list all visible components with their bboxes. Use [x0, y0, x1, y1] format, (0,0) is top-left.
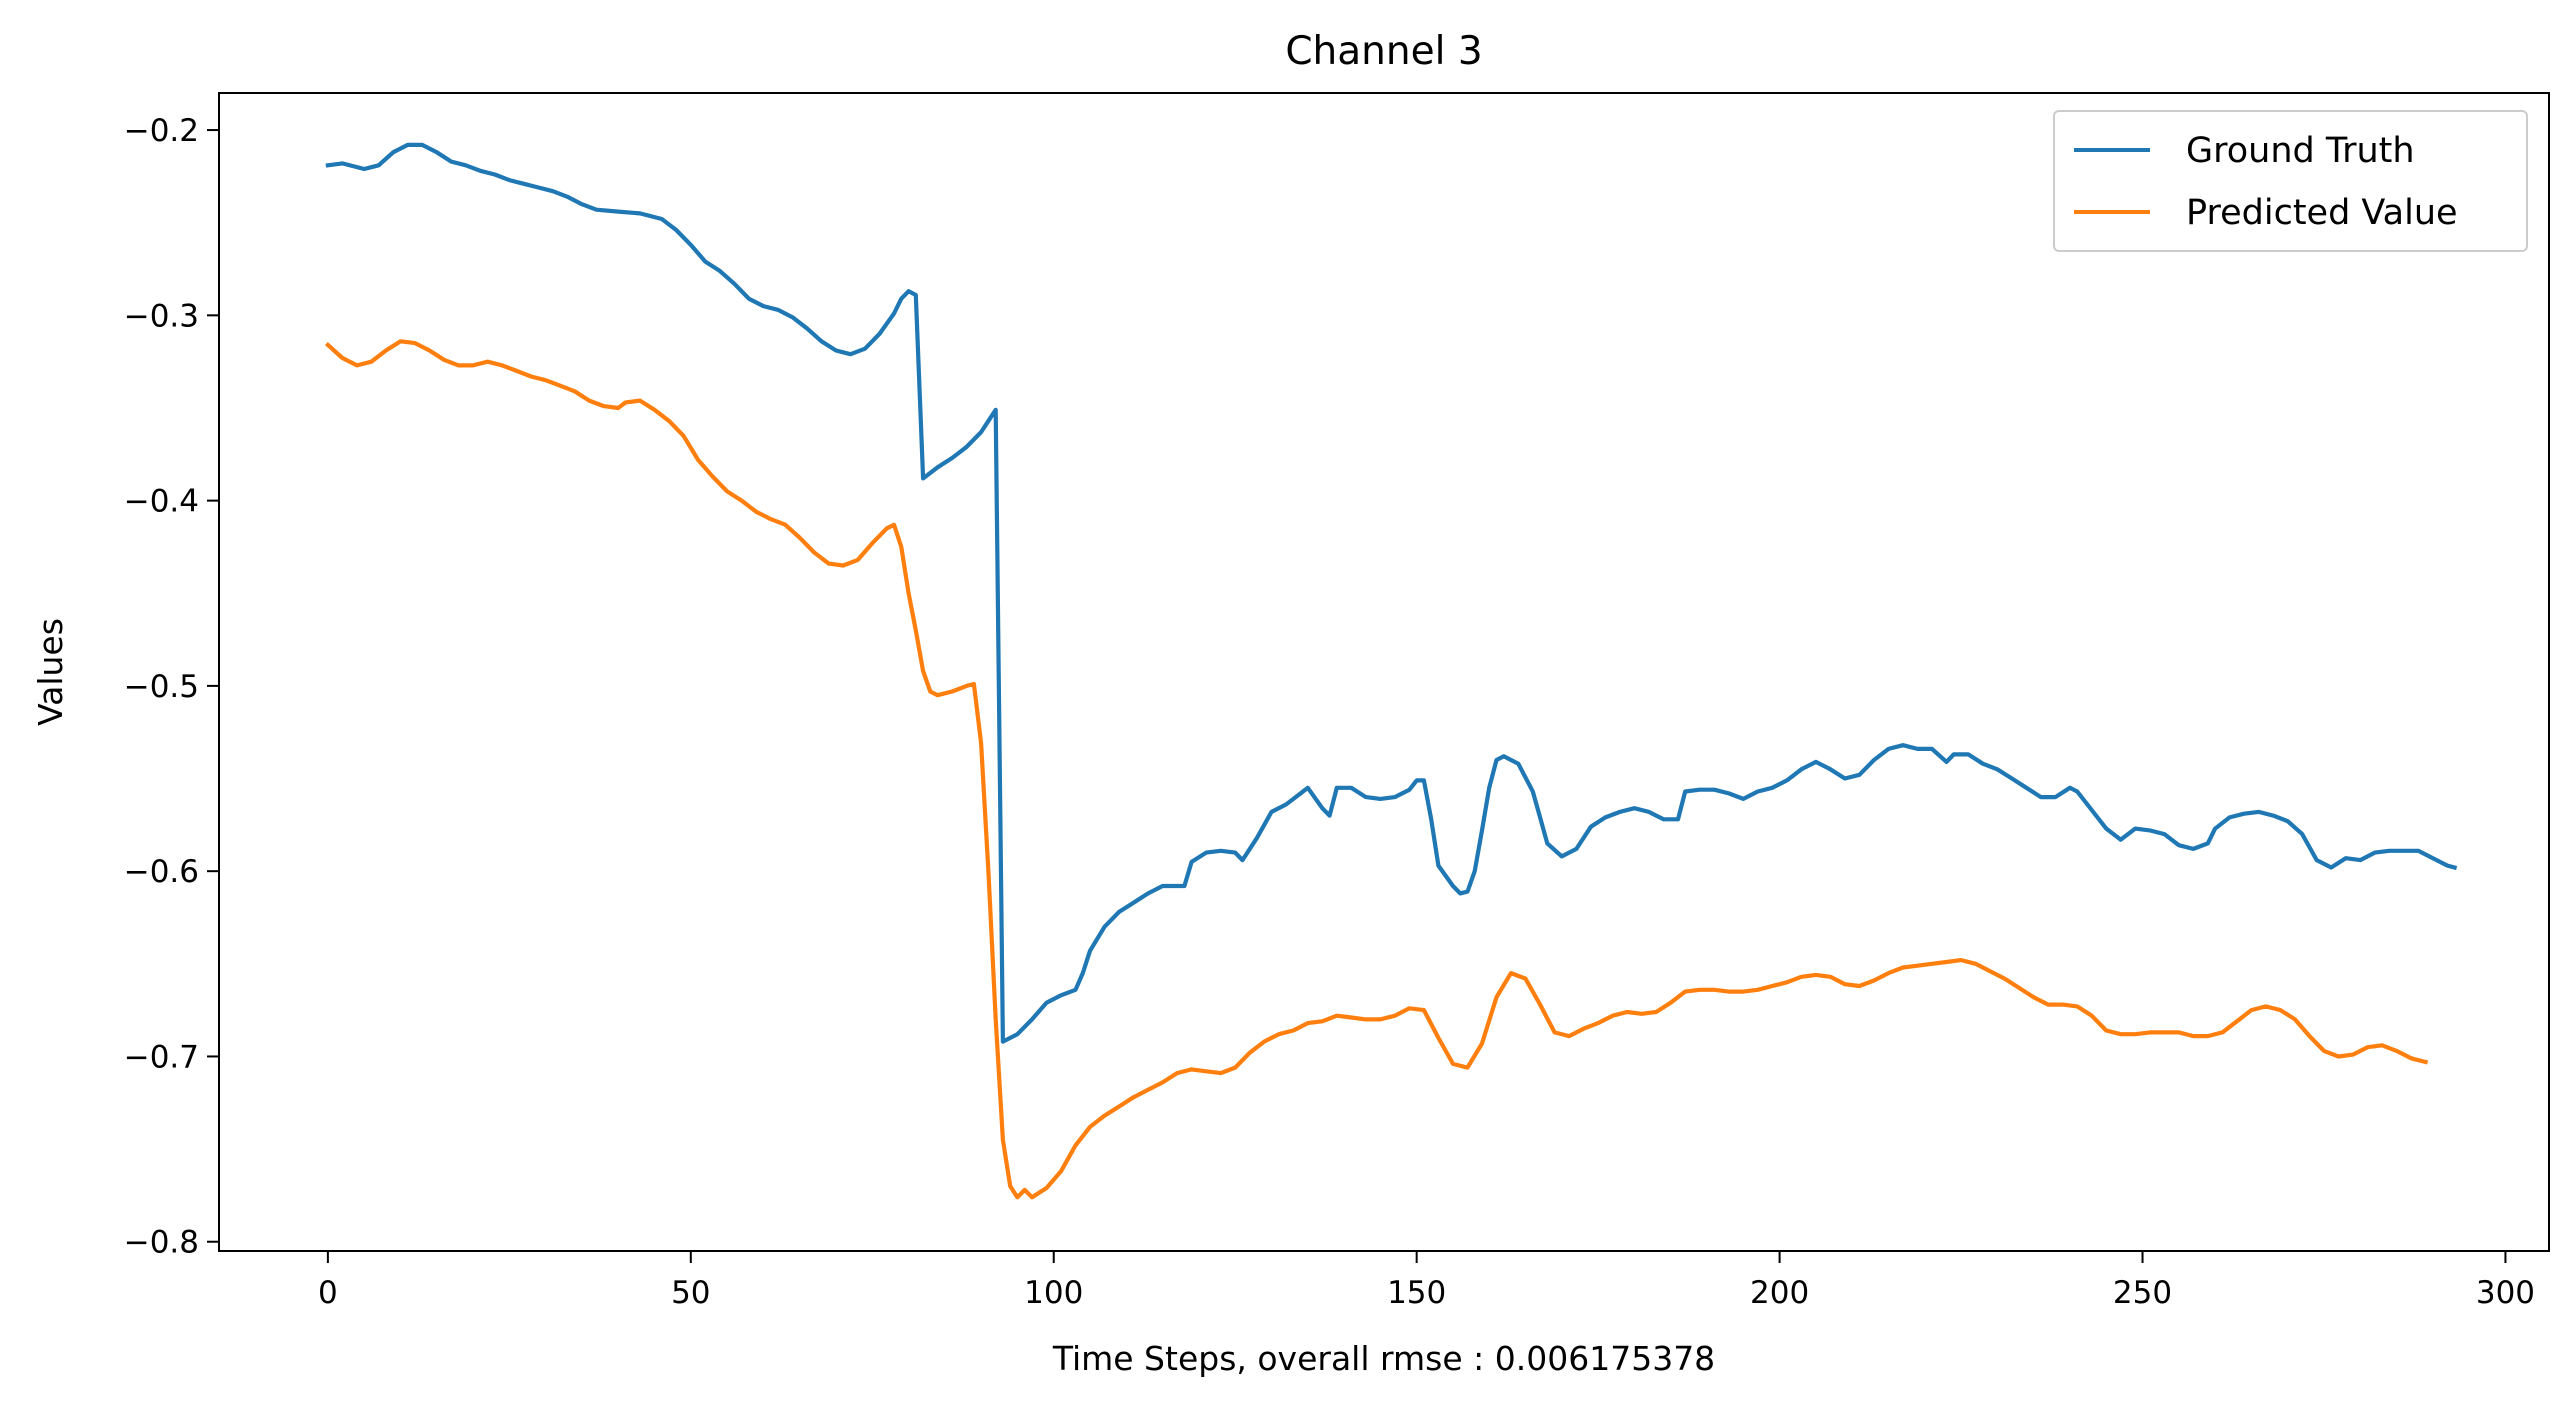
y-tick-label: −0.7 [124, 1039, 199, 1075]
series-line-ground-truth [325, 142, 2458, 1044]
legend-label-predicted-value: Predicted Value [2186, 193, 2458, 233]
legend: Ground Truth Predicted Value [2053, 110, 2528, 252]
x-tick-label: 250 [2113, 1275, 2172, 1311]
x-tick-label: 150 [1387, 1275, 1446, 1311]
y-tick-label: −0.5 [124, 669, 199, 705]
x-axis: 0 50 100 150 200 250 300 [318, 1251, 2535, 1311]
y-tick-label: −0.2 [124, 113, 199, 149]
legend-label-ground-truth: Ground Truth [2186, 131, 2415, 171]
x-tick-label: 200 [1750, 1275, 1809, 1311]
x-tick-label: 300 [2476, 1275, 2535, 1311]
x-tick-label: 50 [671, 1275, 710, 1311]
y-tick-label: −0.4 [124, 484, 199, 520]
series-line-predicted-value [324, 339, 2429, 1200]
x-tick-label: 0 [318, 1275, 338, 1311]
chart-title: Channel 3 [1285, 29, 1482, 74]
y-tick-label: −0.8 [124, 1225, 199, 1261]
y-tick-label: −0.6 [124, 854, 199, 890]
y-axis-label: Values [31, 618, 70, 726]
x-axis-label: Time Steps, overall rmse : 0.006175378 [1052, 1339, 1715, 1378]
plot-frame [218, 92, 2550, 1252]
legend-box [2053, 110, 2528, 252]
series-layer [324, 142, 2458, 1200]
x-tick-label: 100 [1024, 1275, 1083, 1311]
y-tick-label: −0.3 [124, 298, 199, 334]
y-axis: −0.8 −0.7 −0.6 −0.5 −0.4 −0.3 −0.2 [124, 113, 219, 1261]
